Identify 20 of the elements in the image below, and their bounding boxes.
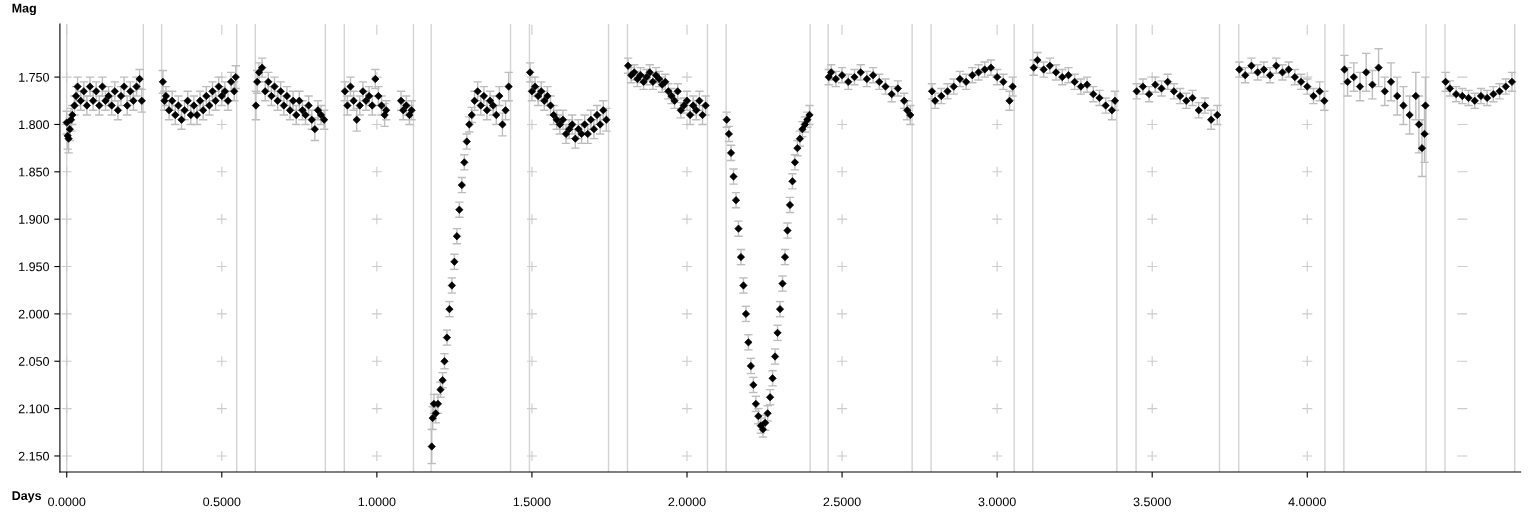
y-tick-label: 1.850 (19, 167, 49, 177)
y-tick-label: 2.000 (18, 309, 49, 319)
y-tick-label: 1.950 (19, 262, 49, 272)
x-tick-label: 4.0000 (1288, 497, 1326, 507)
y-axis-title: Mag (12, 3, 36, 16)
x-tick-label: 2.0000 (668, 497, 706, 507)
y-tick-label: 1.800 (19, 120, 49, 130)
y-tick-label: 2.050 (18, 357, 49, 366)
y-tick-label: 1.900 (19, 214, 49, 224)
y-tick-label: 2.100 (18, 404, 49, 414)
x-tick-label: 0.5000 (203, 497, 241, 507)
x-tick-label: 3.5000 (1133, 497, 1171, 507)
x-tick-label: 3.0000 (978, 497, 1016, 507)
y-tick-label: 2.150 (18, 451, 49, 461)
x-axis-title: Days (12, 491, 42, 503)
x-tick-label: 2.5000 (823, 497, 861, 507)
y-tick-label: 1.750 (19, 72, 49, 82)
x-tick-label: 1.0000 (358, 497, 396, 507)
x-tick-label: 0.0000 (48, 497, 86, 507)
x-tick-label: 1.5000 (513, 497, 551, 507)
